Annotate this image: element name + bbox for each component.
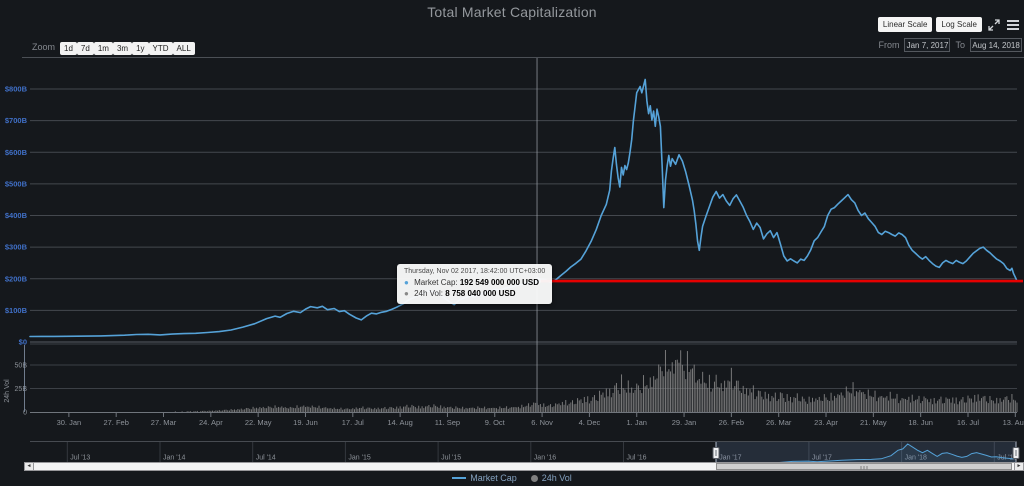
scrollbar-right-arrow[interactable]: ► [1014, 462, 1024, 471]
scrollbar-track[interactable] [34, 462, 1014, 471]
zoom-button-7d[interactable]: 7d [76, 42, 94, 55]
to-label: To [955, 40, 965, 50]
svg-text:Jul '15: Jul '15 [441, 455, 461, 462]
svg-text:$100B: $100B [5, 306, 28, 315]
scale-toggle-group: Linear Scale Log Scale [877, 17, 1020, 32]
zoom-button-1y[interactable]: 1y [132, 42, 149, 55]
svg-text:$0: $0 [19, 338, 27, 347]
tooltip-date: Thursday, Nov 02 2017, 18:42:00 UTC+03:0… [404, 268, 546, 275]
scrollbar-grip-icon [860, 466, 868, 470]
zoom-button-3m[interactable]: 3m [112, 42, 133, 55]
chart-tooltip: Thursday, Nov 02 2017, 18:42:00 UTC+03:0… [397, 264, 553, 304]
svg-text:4. Dec: 4. Dec [579, 418, 601, 427]
svg-text:Jan '14: Jan '14 [163, 455, 185, 462]
tooltip-row: ● Market Cap: 192 549 000 000 USD [404, 278, 540, 287]
svg-text:25B: 25B [15, 386, 28, 393]
svg-text:$200B: $200B [5, 274, 28, 283]
svg-text:24. Apr: 24. Apr [199, 418, 223, 427]
log-scale-button[interactable]: Log Scale [936, 17, 982, 32]
svg-text:30. Jan: 30. Jan [57, 418, 82, 427]
svg-text:17. Jul: 17. Jul [342, 418, 364, 427]
menu-icon[interactable] [1005, 18, 1020, 31]
scrollbar-thumb[interactable] [716, 463, 1012, 470]
svg-text:$800B: $800B [5, 85, 28, 94]
svg-text:19. Jun: 19. Jun [293, 418, 318, 427]
from-label: From [878, 40, 900, 50]
date-range-inputs: From To [878, 38, 1022, 52]
zoom-buttons: 1d 7d 1m 3m 1y YTD ALL [60, 38, 195, 56]
zoom-button-ytd[interactable]: YTD [148, 42, 173, 55]
svg-text:Jan '15: Jan '15 [348, 455, 370, 462]
svg-text:14. Aug: 14. Aug [387, 418, 412, 427]
svg-text:18. Jun: 18. Jun [908, 418, 933, 427]
linear-scale-button[interactable]: Linear Scale [877, 17, 933, 32]
svg-text:Jan '18: Jan '18 [905, 455, 927, 462]
svg-text:Jul '13: Jul '13 [70, 455, 90, 462]
from-date-input[interactable] [904, 38, 951, 52]
scrollbar[interactable]: ◄ ► [24, 462, 1024, 471]
fullscreen-icon[interactable] [986, 18, 1001, 31]
svg-text:$600B: $600B [5, 148, 28, 157]
svg-text:Jul '17: Jul '17 [812, 455, 832, 462]
svg-text:6. Nov: 6. Nov [531, 418, 553, 427]
zoom-button-1m[interactable]: 1m [93, 42, 113, 55]
svg-text:Jul '16: Jul '16 [627, 455, 647, 462]
svg-text:0: 0 [23, 410, 27, 417]
svg-text:1. Jan: 1. Jan [627, 418, 647, 427]
svg-text:11. Sep: 11. Sep [435, 418, 460, 427]
svg-text:29. Jan: 29. Jan [672, 418, 697, 427]
svg-text:26. Feb: 26. Feb [719, 418, 744, 427]
svg-text:27. Mar: 27. Mar [151, 418, 177, 427]
zoom-range-selector: Zoom 1d 7d 1m 3m 1y YTD ALL [32, 38, 195, 56]
page-title: Total Market Capitalization [427, 4, 597, 20]
svg-text:$500B: $500B [5, 179, 28, 188]
svg-text:21. May: 21. May [860, 418, 887, 427]
svg-text:50B: 50B [15, 363, 28, 370]
svg-text:24h Vol: 24h Vol [4, 379, 11, 403]
svg-text:Jul '14: Jul '14 [256, 455, 276, 462]
legend-item-market-cap[interactable]: Market Cap [452, 473, 517, 483]
to-date-input[interactable] [970, 38, 1022, 52]
legend-item-24h-vol[interactable]: 24h Vol [530, 473, 572, 483]
zoom-label: Zoom [32, 42, 56, 52]
tooltip-row: ● 24h Vol: 8 758 040 000 USD [404, 289, 516, 298]
svg-text:9. Oct: 9. Oct [485, 418, 506, 427]
svg-text:23. Apr: 23. Apr [814, 418, 838, 427]
svg-text:26. Mar: 26. Mar [766, 418, 792, 427]
svg-text:$400B: $400B [5, 211, 28, 220]
legend: Market Cap 24h Vol [0, 473, 1024, 483]
svg-text:16. Jul: 16. Jul [957, 418, 979, 427]
tooltip-rows: ● Market Cap: 192 549 000 000 USD ● 24h V… [404, 277, 545, 299]
svg-text:22. May: 22. May [245, 418, 272, 427]
svg-text:Jan '16: Jan '16 [534, 455, 556, 462]
scrollbar-left-arrow[interactable]: ◄ [24, 462, 34, 471]
svg-text:Jan '17: Jan '17 [719, 455, 741, 462]
svg-text:$700B: $700B [5, 116, 28, 125]
zoom-button-all[interactable]: ALL [172, 42, 195, 55]
zoom-button-1d[interactable]: 1d [60, 42, 77, 55]
svg-text:$300B: $300B [5, 243, 28, 252]
svg-text:27. Feb: 27. Feb [103, 418, 128, 427]
svg-text:13. Aug: 13. Aug [1003, 418, 1024, 427]
